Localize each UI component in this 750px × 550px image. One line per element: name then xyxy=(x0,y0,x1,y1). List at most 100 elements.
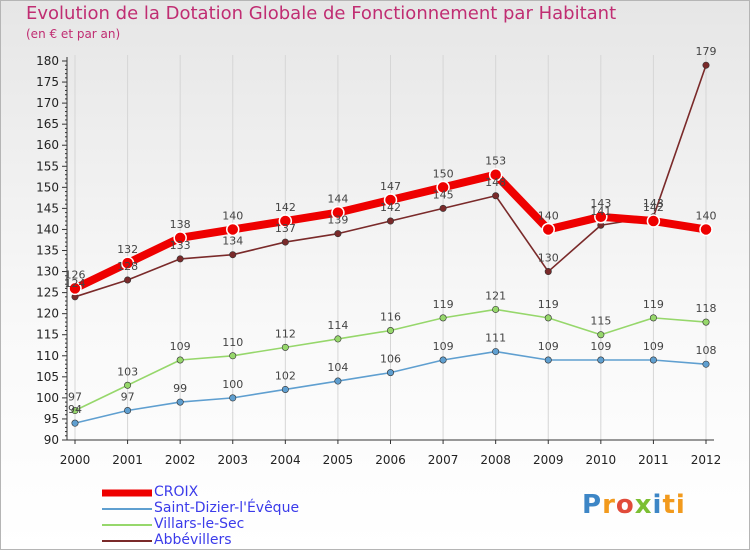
y-tick-label-125: 125 xyxy=(36,286,59,300)
label-croix-2002: 138 xyxy=(170,218,191,231)
label-villars-le-sec-2002: 109 xyxy=(170,340,191,353)
label-croix-2012: 140 xyxy=(696,209,717,222)
point-villars-le-sec-2010 xyxy=(597,331,605,339)
y-tick-label-155: 155 xyxy=(36,159,59,173)
label-croix-2006: 147 xyxy=(380,180,401,193)
label-abbevillers-2009: 130 xyxy=(538,252,559,265)
point-croix-2008 xyxy=(488,167,503,182)
label-saint-dizier-l-eveque-2008: 111 xyxy=(485,332,506,345)
point-saint-dizier-l-eveque-2010 xyxy=(597,356,605,364)
point-abbevillers-2004 xyxy=(281,238,289,246)
legend-swatch-saint-dizier xyxy=(102,508,152,510)
y-tick-label-150: 150 xyxy=(36,180,59,194)
label-croix-2010: 143 xyxy=(590,197,611,210)
x-tick-label-2005: 2005 xyxy=(323,453,354,467)
point-villars-le-sec-2001 xyxy=(124,381,132,389)
point-croix-2002 xyxy=(173,231,187,245)
y-tick-label-95: 95 xyxy=(44,412,59,426)
x-tick-label-2003: 2003 xyxy=(217,453,248,467)
point-croix-2010 xyxy=(594,210,608,224)
point-saint-dizier-l-eveque-2004 xyxy=(281,385,289,393)
point-croix-2011 xyxy=(646,214,661,228)
legend-label-saint-dizier: Saint-Dizier-l'Évêque xyxy=(154,500,300,516)
point-villars-le-sec-2011 xyxy=(649,314,657,322)
point-saint-dizier-l-eveque-2005 xyxy=(334,377,342,385)
y-tick-label-175: 175 xyxy=(36,75,59,89)
y-tick-label-110: 110 xyxy=(36,349,59,363)
x-tick-label-2007: 2007 xyxy=(428,453,459,467)
point-saint-dizier-l-eveque-2008 xyxy=(492,348,500,356)
label-abbevillers-2008: 148 xyxy=(485,176,506,189)
point-abbevillers-2001 xyxy=(124,276,132,284)
label-croix-2008: 153 xyxy=(485,155,506,168)
x-tick-label-2002: 2002 xyxy=(165,453,196,467)
label-saint-dizier-l-eveque-2011: 109 xyxy=(643,340,664,353)
label-abbevillers-2006: 142 xyxy=(380,201,401,214)
label-saint-dizier-l-eveque-2004: 102 xyxy=(275,369,296,382)
point-abbevillers-2012 xyxy=(702,61,710,69)
legend-swatch-croix xyxy=(102,489,152,497)
x-tick-label-2009: 2009 xyxy=(533,453,564,467)
point-abbevillers-2003 xyxy=(229,251,237,259)
x-tick-label-2001: 2001 xyxy=(112,453,143,467)
label-abbevillers-2010: 141 xyxy=(590,205,611,218)
point-saint-dizier-l-eveque-2012 xyxy=(702,360,710,368)
y-tick-label-140: 140 xyxy=(36,222,59,236)
x-tick-label-2012: 2012 xyxy=(691,453,722,467)
point-villars-le-sec-2004 xyxy=(281,343,289,351)
y-tick-label-180: 180 xyxy=(36,54,59,68)
proxiti-logo: Proxiti xyxy=(582,490,686,520)
point-croix-2012 xyxy=(699,222,713,237)
label-villars-le-sec-2006: 116 xyxy=(380,311,401,324)
y-tick-label-160: 160 xyxy=(36,138,59,152)
y-tick-label-165: 165 xyxy=(36,117,59,131)
point-villars-le-sec-2006 xyxy=(386,327,394,335)
point-saint-dizier-l-eveque-2002 xyxy=(176,398,184,406)
label-abbevillers-2000: 124 xyxy=(65,277,86,290)
label-villars-le-sec-2007: 119 xyxy=(433,298,454,311)
point-abbevillers-2005 xyxy=(334,230,342,238)
label-villars-le-sec-2010: 115 xyxy=(590,315,611,328)
point-saint-dizier-l-eveque-2007 xyxy=(439,356,447,364)
point-abbevillers-2007 xyxy=(439,204,447,212)
label-saint-dizier-l-eveque-2010: 109 xyxy=(590,340,611,353)
y-tick-label-135: 135 xyxy=(36,244,59,258)
label-saint-dizier-l-eveque-2000: 94 xyxy=(68,403,82,416)
y-tick-label-120: 120 xyxy=(36,307,59,321)
label-villars-le-sec-2000: 97 xyxy=(68,391,82,404)
label-croix-2003: 140 xyxy=(222,209,243,222)
y-tick-label-100: 100 xyxy=(36,391,59,405)
label-croix-2009: 140 xyxy=(538,209,559,222)
label-croix-2001: 132 xyxy=(117,243,138,256)
y-tick-label-105: 105 xyxy=(36,370,59,384)
label-saint-dizier-l-eveque-2003: 100 xyxy=(222,378,243,391)
x-axis: 2000 2001 2002 2003 2004 2005 2006 2007 2008 2009… xyxy=(60,439,722,467)
point-croix-2003 xyxy=(226,222,240,237)
point-villars-le-sec-2007 xyxy=(439,314,447,322)
point-saint-dizier-l-eveque-2009 xyxy=(544,356,552,364)
label-abbevillers-2004: 137 xyxy=(275,222,296,235)
label-croix-2004: 142 xyxy=(275,201,296,214)
label-croix-2000: 126 xyxy=(65,268,86,281)
x-tick-label-2008: 2008 xyxy=(480,453,511,467)
y-tick-label-145: 145 xyxy=(36,201,59,215)
label-villars-le-sec-2012: 118 xyxy=(696,302,717,315)
point-villars-le-sec-2003 xyxy=(229,352,237,360)
point-villars-le-sec-2002 xyxy=(176,356,184,364)
legend-swatch-villars xyxy=(102,524,152,526)
label-saint-dizier-l-eveque-2007: 109 xyxy=(433,340,454,353)
label-saint-dizier-l-eveque-2009: 109 xyxy=(538,340,559,353)
label-abbevillers-2002: 133 xyxy=(170,239,191,252)
point-croix-2004 xyxy=(278,214,293,228)
point-abbevillers-2009 xyxy=(544,268,552,276)
point-villars-le-sec-2009 xyxy=(544,314,552,322)
point-abbevillers-2002 xyxy=(176,255,184,263)
label-croix-2007: 150 xyxy=(433,167,454,180)
point-villars-le-sec-2000 xyxy=(71,407,79,415)
label-villars-le-sec-2009: 119 xyxy=(538,298,559,311)
point-saint-dizier-l-eveque-2003 xyxy=(229,394,237,402)
y-tick-label-90: 90 xyxy=(44,433,59,447)
label-croix-2011: 142 xyxy=(643,201,664,214)
